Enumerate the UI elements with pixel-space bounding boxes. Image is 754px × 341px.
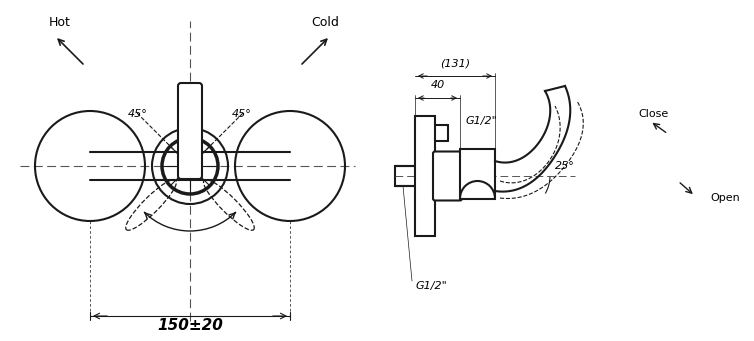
- Text: Cold: Cold: [311, 16, 339, 30]
- Bar: [415, 116, 435, 236]
- FancyBboxPatch shape: [433, 151, 462, 201]
- Text: 45°: 45°: [128, 109, 148, 119]
- Polygon shape: [460, 148, 495, 198]
- Text: (131): (131): [440, 58, 470, 68]
- Text: 25°: 25°: [555, 161, 575, 171]
- Text: Hot: Hot: [49, 16, 71, 30]
- Text: 150±20: 150±20: [157, 318, 223, 333]
- Text: 45°: 45°: [232, 109, 252, 119]
- Text: Close: Close: [638, 109, 668, 119]
- FancyBboxPatch shape: [178, 83, 202, 179]
- Text: 40: 40: [431, 80, 445, 90]
- Text: G1/2": G1/2": [415, 281, 447, 291]
- Text: G1/2": G1/2": [465, 116, 497, 126]
- Text: Open: Open: [710, 193, 740, 203]
